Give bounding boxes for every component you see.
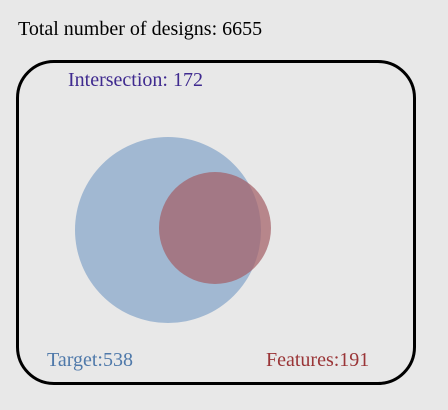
features-circle	[159, 172, 271, 284]
target-label: Target:538	[47, 349, 133, 371]
intersection-label: Intersection: 172	[68, 69, 203, 91]
total-designs-label: Total number of designs: 6655	[18, 18, 263, 40]
features-label: Features:191	[266, 349, 370, 371]
venn-frame	[16, 60, 416, 385]
